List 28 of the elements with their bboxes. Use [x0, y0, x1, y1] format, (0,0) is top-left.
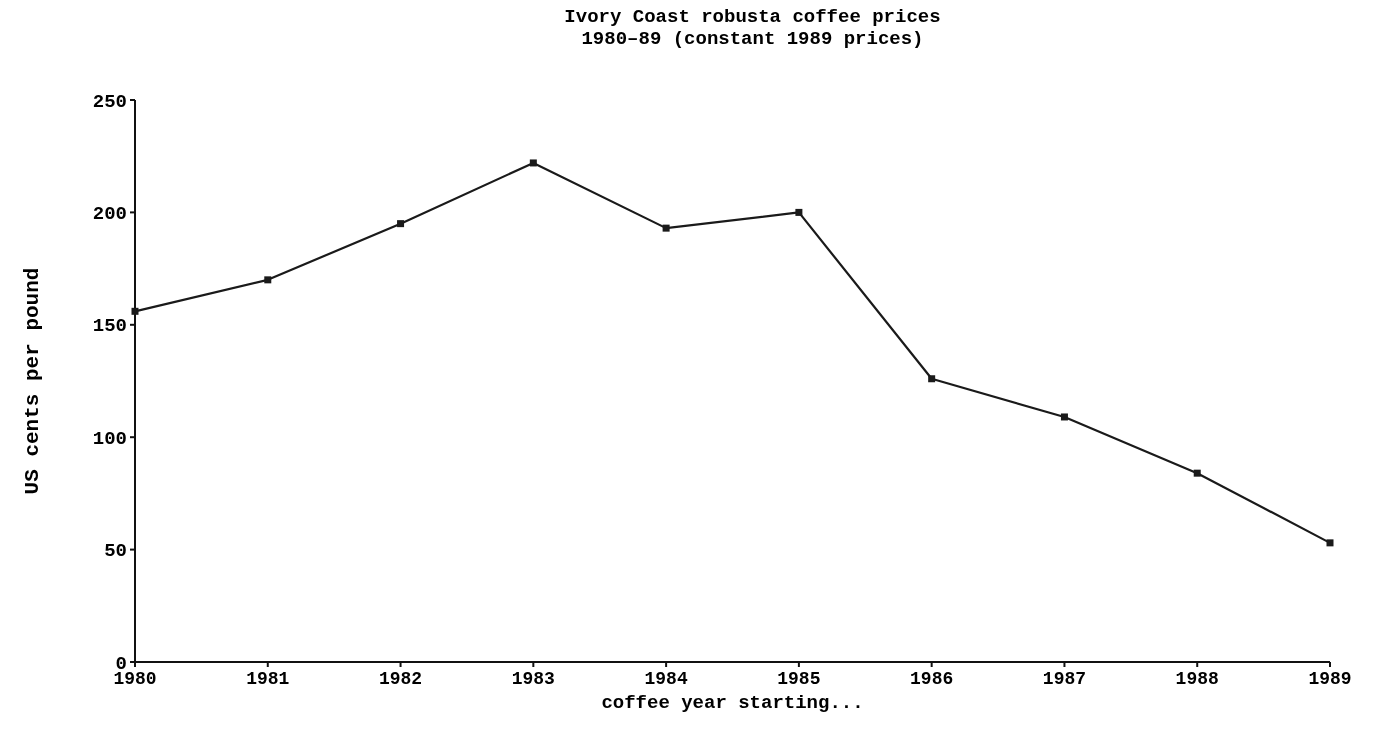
point — [1326, 539, 1334, 547]
point — [795, 208, 803, 216]
x-tick-label: 1984 — [644, 669, 688, 689]
chart-subtitle: 1980–89 (constant 1989 prices) — [581, 28, 924, 50]
point — [1060, 413, 1068, 421]
x-tick-label: 1986 — [910, 669, 954, 689]
x-tick-label: 1987 — [1042, 669, 1087, 689]
y-tick-label: 50 — [104, 540, 127, 563]
point — [529, 159, 537, 167]
x-tick-label: 1981 — [246, 669, 290, 689]
x-axis-title: coffee year starting... — [601, 692, 864, 714]
x-tick-label: 1989 — [1308, 669, 1352, 689]
point — [1193, 469, 1201, 477]
y-tick-label: 150 — [92, 315, 127, 338]
point — [397, 220, 405, 228]
point — [662, 224, 670, 232]
point — [131, 307, 139, 315]
point — [264, 276, 272, 284]
x-tick-label: 1983 — [511, 669, 555, 689]
x-tick-label: 1988 — [1175, 669, 1219, 689]
y-axis-title: US cents per pound — [21, 267, 44, 495]
x-tick-label: 1985 — [777, 669, 821, 689]
y-tick-label: 100 — [92, 427, 127, 450]
y-tick-label: 200 — [92, 203, 127, 226]
y-tick-label: 250 — [92, 90, 127, 113]
chart-title: Ivory Coast robusta coffee prices — [564, 6, 941, 28]
point — [928, 375, 936, 383]
x-tick-label: 1982 — [378, 669, 423, 689]
